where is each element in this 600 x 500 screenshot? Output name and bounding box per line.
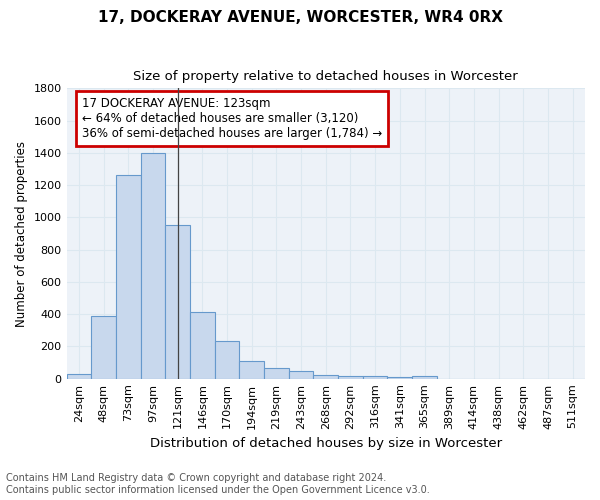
Bar (313, 376, 338, 378)
Bar (116, 176, 140, 378)
Text: 17 DOCKERAY AVENUE: 123sqm
← 64% of detached houses are smaller (3,120)
36% of s: 17 DOCKERAY AVENUE: 123sqm ← 64% of deta… (82, 97, 382, 140)
Bar (412, 376, 437, 378)
Bar (91, 316, 116, 378)
Bar (67, 374, 91, 378)
Bar (363, 376, 388, 378)
Bar (338, 376, 363, 378)
Bar (190, 312, 215, 378)
Bar (289, 371, 313, 378)
Bar (165, 226, 190, 378)
Bar (140, 153, 165, 378)
Text: Contains HM Land Registry data © Crown copyright and database right 2024.
Contai: Contains HM Land Registry data © Crown c… (6, 474, 430, 495)
X-axis label: Distribution of detached houses by size in Worcester: Distribution of detached houses by size … (150, 437, 502, 450)
Y-axis label: Number of detached properties: Number of detached properties (15, 140, 28, 326)
Bar (264, 368, 289, 378)
Bar (239, 360, 264, 378)
Text: 17, DOCKERAY AVENUE, WORCESTER, WR4 0RX: 17, DOCKERAY AVENUE, WORCESTER, WR4 0RX (97, 10, 503, 25)
Bar (215, 341, 239, 378)
Title: Size of property relative to detached houses in Worcester: Size of property relative to detached ho… (133, 70, 518, 83)
